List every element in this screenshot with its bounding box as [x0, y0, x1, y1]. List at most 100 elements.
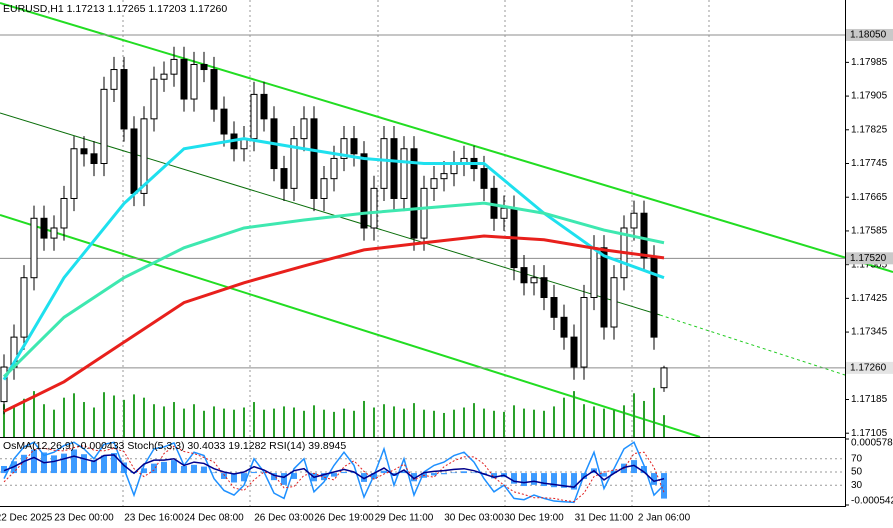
y-tick-label: -0.000542 — [851, 496, 893, 507]
y-tick-label: 1.17825 — [851, 124, 888, 135]
osma-bar — [651, 473, 657, 485]
osma-bar — [111, 453, 117, 474]
candle-body — [660, 367, 668, 389]
candle-body — [150, 78, 158, 120]
volume-bar — [213, 406, 215, 437]
volume-bar — [413, 403, 415, 437]
candle-body — [170, 58, 178, 75]
price-level-label: 1.18050 — [850, 30, 887, 41]
moving-average — [2, 201, 665, 378]
volume-bar — [23, 398, 25, 437]
osma-bar — [191, 464, 197, 474]
y2-tick-label: 70 — [851, 453, 863, 464]
volume-bar — [533, 409, 535, 437]
volume-bar — [443, 412, 445, 437]
candle-body — [480, 168, 488, 189]
candle-body — [400, 148, 408, 199]
moving-average — [3, 234, 665, 413]
volume-bar — [543, 410, 545, 437]
volume-bar — [233, 409, 235, 437]
candle-body — [600, 247, 608, 328]
osma-bar — [641, 465, 647, 474]
volume-bar — [183, 408, 185, 437]
volume-bar — [483, 408, 485, 437]
volume-bar — [633, 393, 635, 437]
volume-bar — [263, 409, 265, 437]
osma-bar — [561, 473, 567, 488]
candle-body — [530, 277, 538, 284]
oscillator-line — [3, 441, 665, 504]
indicator-title: OsMA(12,26,9) -0.000433 Stoch(5,3,3) 30.… — [3, 440, 346, 452]
osma-bar — [411, 473, 417, 482]
volume-bar — [133, 394, 135, 437]
price-level-box — [846, 252, 893, 265]
osma-bar — [21, 454, 27, 474]
osma-bar — [31, 449, 37, 474]
candle-body — [310, 118, 318, 199]
osma-bar — [341, 471, 347, 474]
volume-bar — [83, 402, 85, 437]
volume-bar — [573, 391, 575, 437]
candle-body — [30, 217, 38, 279]
candle-body — [0, 366, 8, 403]
volume-bar — [593, 406, 595, 437]
volume-bar — [473, 403, 475, 437]
channel — [0, 2, 893, 438]
volume-bar — [523, 408, 525, 437]
channel-extension — [659, 314, 846, 376]
oscillator-line — [3, 445, 665, 503]
candle-body — [140, 118, 148, 194]
y-tick-label: 1.17505 — [851, 259, 888, 270]
osma-bar — [51, 455, 57, 474]
y-tick-label: 1.17345 — [851, 327, 888, 338]
candle-body — [320, 178, 328, 199]
osma-bar — [441, 473, 447, 475]
candle-body — [250, 93, 258, 140]
volume-bar — [343, 408, 345, 437]
candle-body — [350, 138, 358, 155]
volume-bar — [173, 402, 175, 437]
candle-body — [410, 148, 418, 239]
osma-bar — [461, 471, 467, 474]
candle-body — [60, 197, 68, 229]
candle-body — [280, 168, 288, 189]
osma-bar — [181, 465, 187, 474]
volume-bar — [553, 406, 555, 437]
volume-bar — [353, 410, 355, 437]
y2-tick-label: 50 — [851, 467, 863, 478]
osma-bar — [521, 473, 527, 487]
volume-bar — [113, 395, 115, 437]
volume-bar — [493, 410, 495, 437]
volume-bar — [33, 391, 35, 437]
volume-bar — [323, 409, 325, 437]
volume-bar — [163, 406, 165, 437]
volume-bar — [253, 402, 255, 437]
x-tick-label: 30 Dec 19:00 — [504, 513, 564, 524]
osma-bar — [231, 473, 237, 483]
x-tick-label: 30 Dec 03:00 — [444, 513, 504, 524]
volume-bar — [333, 411, 335, 437]
oscillator-line — [3, 454, 665, 488]
x-tick-label: 26 Dec 03:00 — [254, 513, 314, 524]
osma-bar — [91, 460, 97, 474]
volume-bar — [103, 392, 105, 437]
x-tick-label: 29 Dec 11:00 — [375, 513, 434, 524]
candle-body — [70, 148, 78, 199]
osma-bar — [71, 449, 77, 474]
osma-bar — [511, 473, 517, 484]
volume-bar — [153, 404, 155, 437]
y-tick-label: 1.17585 — [851, 226, 888, 237]
candle-body — [370, 187, 378, 229]
candle-body — [380, 138, 388, 189]
osma-bar — [381, 470, 387, 474]
osma-bar — [251, 471, 257, 474]
candle-body — [430, 178, 438, 189]
osma-bar — [171, 460, 177, 474]
osma-bar — [331, 473, 337, 477]
candle-body — [80, 148, 88, 155]
candle-body — [50, 227, 58, 239]
moving-average — [2, 137, 665, 381]
volume-bar — [243, 407, 245, 437]
osma-bar — [361, 473, 367, 482]
